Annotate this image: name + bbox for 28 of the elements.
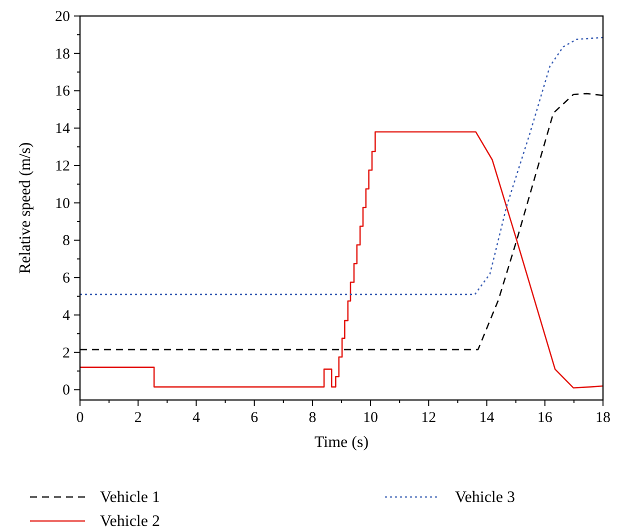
y-tick-label: 4 — [62, 308, 70, 324]
y-tick-label: 8 — [62, 233, 70, 250]
y-tick-label: 14 — [55, 121, 70, 138]
x-tick-label: 6 — [250, 410, 259, 426]
x-tick-label: 10 — [363, 410, 378, 426]
x-tick-label: 8 — [308, 410, 316, 426]
legend-label: Vehicle 3 — [455, 489, 515, 506]
x-tick-label: 12 — [421, 410, 436, 426]
x-tick-label: 2 — [134, 410, 142, 426]
y-tick-label: 0 — [62, 382, 70, 399]
x-tick-label: 14 — [479, 410, 495, 426]
legend-label: Vehicle 2 — [100, 513, 160, 530]
x-axis-title: Time (s) — [314, 434, 369, 451]
y-tick-label: 18 — [55, 46, 70, 62]
y-axis-title: Relative speed (m/s) — [17, 142, 34, 274]
x-tick-label: 4 — [192, 410, 200, 426]
line-series — [79, 131, 604, 389]
y-tick-label: 16 — [55, 84, 70, 100]
x-tick-label: 18 — [596, 410, 610, 426]
x-tick-label: 0 — [76, 410, 84, 426]
y-tick-label: 12 — [55, 158, 70, 174]
line-series — [79, 36, 604, 296]
y-tick-label: 10 — [55, 196, 70, 212]
y-tick-label: 2 — [62, 345, 70, 362]
y-tick-label: 6 — [62, 270, 70, 287]
x-tick-label: 16 — [537, 410, 553, 426]
legend-label: Vehicle 1 — [100, 489, 160, 506]
y-tick-label: 20 — [55, 9, 70, 25]
